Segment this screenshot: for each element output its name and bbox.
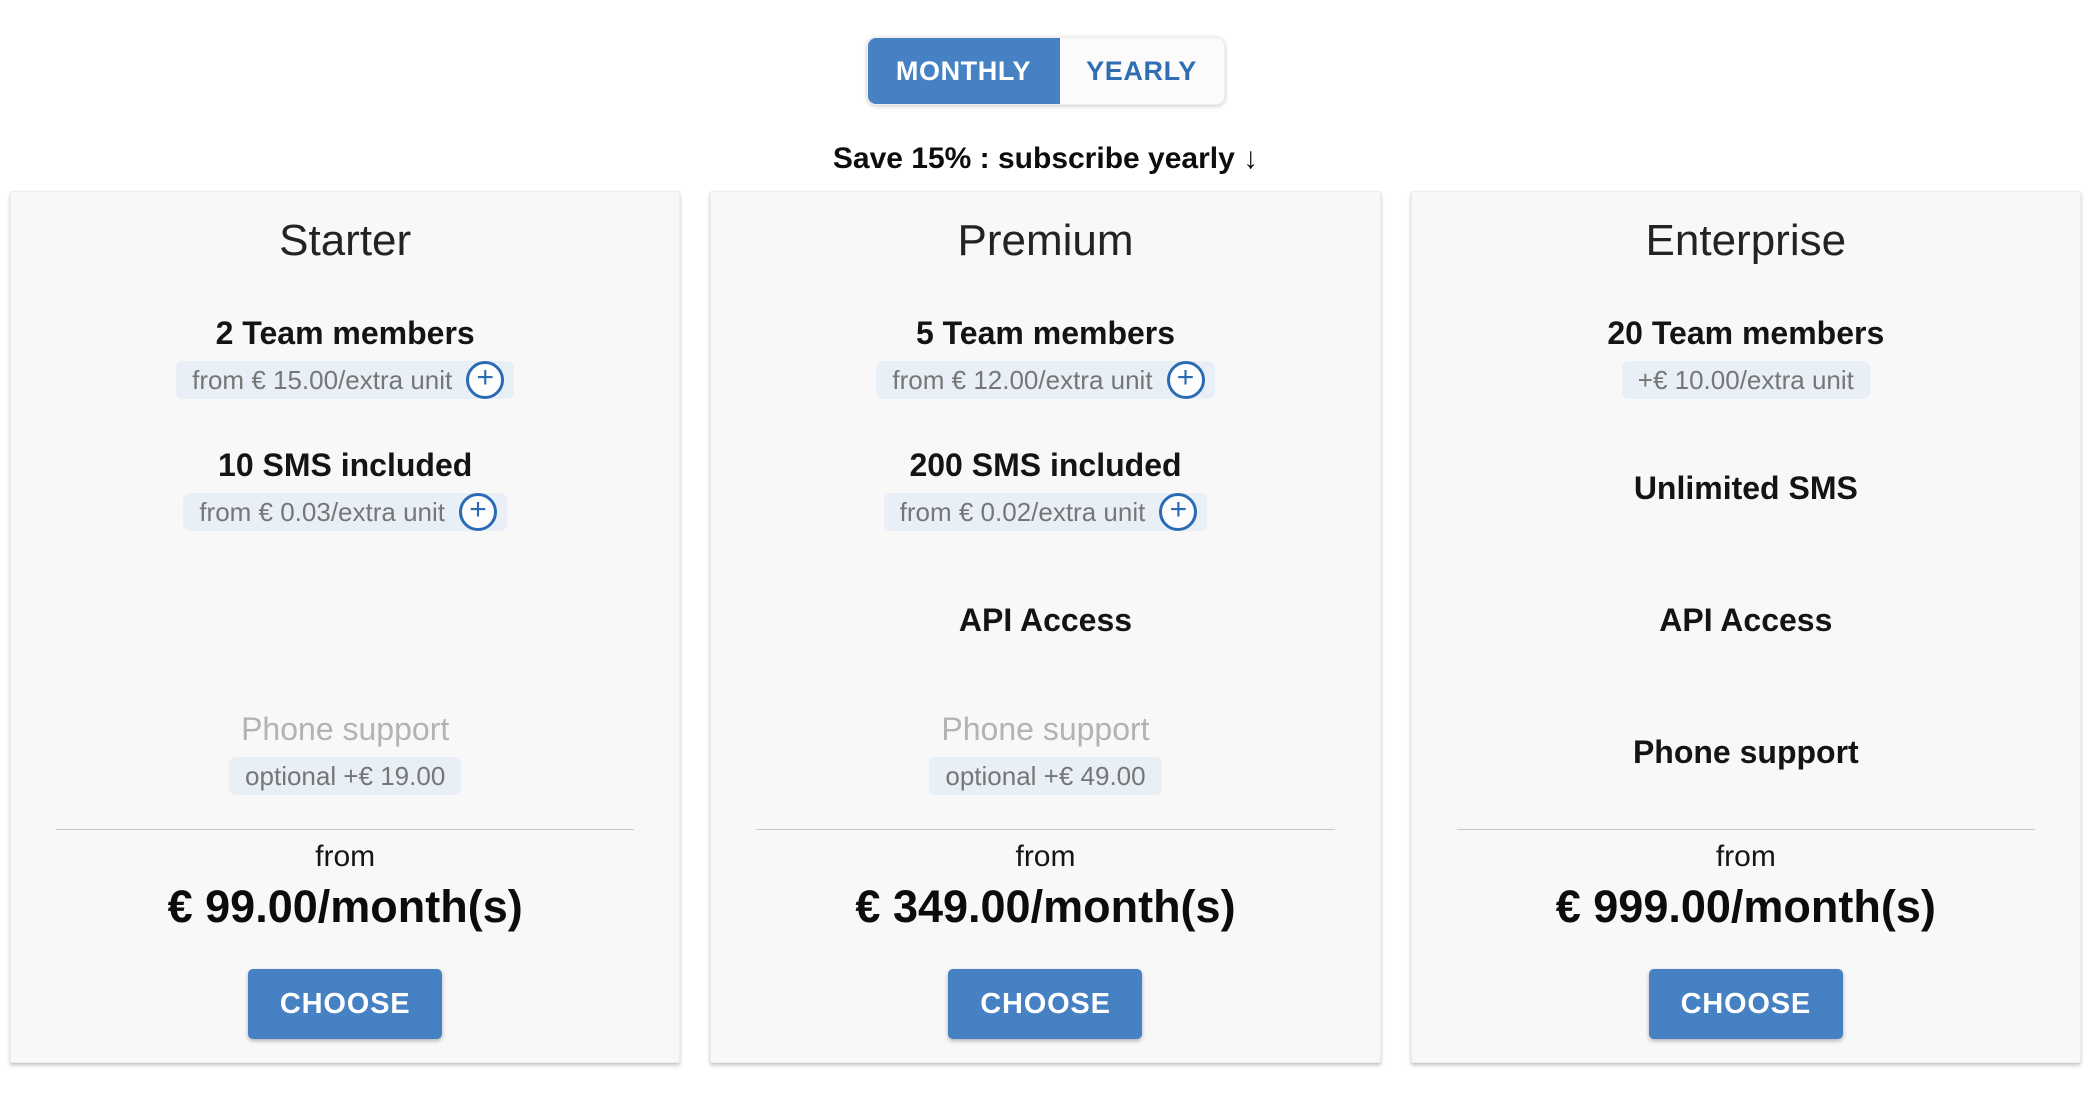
feature-note-pill: +€ 10.00/extra unit bbox=[1621, 360, 1870, 399]
feature-title: 5 Team members bbox=[915, 314, 1176, 351]
feature-phone-support: Phone support bbox=[1412, 686, 2080, 818]
feature-note-pill: optional +€ 49.00 bbox=[929, 756, 1162, 795]
plus-icon[interactable]: + bbox=[459, 492, 497, 531]
feature-title: Phone support bbox=[241, 710, 450, 747]
feature-note-pill: from € 0.03/extra unit + bbox=[183, 492, 507, 531]
feature-phone-support: Phone support optional +€ 49.00 bbox=[711, 686, 1379, 818]
choose-button[interactable]: CHOOSE bbox=[248, 969, 443, 1039]
feature-team-members: 5 Team members from € 12.00/extra unit + bbox=[711, 290, 1379, 422]
feature-title: 20 Team members bbox=[1607, 314, 1885, 351]
feature-team-members: 20 Team members +€ 10.00/extra unit bbox=[1412, 290, 2080, 422]
plan-card-premium: Premium 5 Team members from € 12.00/extr… bbox=[710, 191, 1381, 1063]
choose-button[interactable]: CHOOSE bbox=[948, 969, 1143, 1039]
plan-title: Premium bbox=[957, 216, 1134, 265]
plus-icon[interactable]: + bbox=[466, 360, 505, 399]
billing-toggle-row: MONTHLY YEARLY bbox=[0, 0, 2091, 105]
feature-note-pill: from € 0.02/extra unit + bbox=[883, 492, 1208, 531]
feature-api-access: API Access bbox=[711, 554, 1379, 686]
choose-button[interactable]: CHOOSE bbox=[1648, 969, 1843, 1039]
feature-note-pill: from € 12.00/extra unit + bbox=[876, 360, 1215, 399]
feature-title: Phone support bbox=[1632, 734, 1859, 770]
feature-note-pill: optional +€ 19.00 bbox=[229, 756, 462, 795]
feature-note: optional +€ 19.00 bbox=[245, 760, 446, 791]
feature-note: from € 0.03/extra unit bbox=[199, 496, 445, 527]
feature-note: from € 15.00/extra unit bbox=[192, 364, 453, 395]
plan-title: Enterprise bbox=[1645, 216, 1847, 265]
feature-note: from € 0.02/extra unit bbox=[899, 496, 1146, 527]
feature-note: from € 12.00/extra unit bbox=[892, 364, 1153, 395]
plan-card-starter: Starter 2 Team members from € 15.00/extr… bbox=[10, 191, 681, 1063]
plan-price: € 99.00/month(s) bbox=[167, 881, 523, 932]
feature-note: optional +€ 49.00 bbox=[945, 760, 1146, 791]
billing-toggle: MONTHLY YEARLY bbox=[866, 37, 1225, 105]
plan-price: € 349.00/month(s) bbox=[855, 881, 1236, 932]
feature-title: Phone support bbox=[941, 710, 1150, 747]
plus-icon[interactable]: + bbox=[1166, 360, 1205, 399]
feature-phone-support: Phone support optional +€ 19.00 bbox=[11, 686, 679, 818]
price-prefix: from bbox=[1015, 840, 1076, 873]
plan-card-enterprise: Enterprise 20 Team members +€ 10.00/extr… bbox=[1410, 191, 2081, 1063]
feature-slot-empty bbox=[11, 554, 679, 686]
price-divider bbox=[1456, 829, 2035, 830]
feature-note: +€ 10.00/extra unit bbox=[1637, 364, 1854, 395]
feature-title: 10 SMS included bbox=[218, 446, 473, 483]
feature-sms: Unlimited SMS bbox=[1412, 422, 2080, 554]
feature-title: API Access bbox=[1659, 602, 1833, 638]
price-divider bbox=[756, 829, 1335, 830]
feature-sms: 200 SMS included from € 0.02/extra unit … bbox=[711, 422, 1379, 554]
feature-note-pill: from € 15.00/extra unit + bbox=[176, 360, 515, 399]
feature-title: 200 SMS included bbox=[909, 446, 1182, 483]
price-prefix: from bbox=[1715, 840, 1776, 873]
price-prefix: from bbox=[315, 840, 376, 873]
toggle-monthly-button[interactable]: MONTHLY bbox=[867, 38, 1060, 104]
feature-team-members: 2 Team members from € 15.00/extra unit + bbox=[11, 290, 679, 422]
plan-title: Starter bbox=[279, 216, 412, 265]
feature-title: Unlimited SMS bbox=[1633, 470, 1858, 506]
plan-price: € 999.00/month(s) bbox=[1555, 881, 1936, 932]
price-divider bbox=[56, 829, 635, 830]
pricing-cards: Starter 2 Team members from € 15.00/extr… bbox=[0, 191, 2091, 1063]
toggle-yearly-button[interactable]: YEARLY bbox=[1060, 38, 1224, 104]
feature-api-access: API Access bbox=[1412, 554, 2080, 686]
feature-sms: 10 SMS included from € 0.03/extra unit + bbox=[11, 422, 679, 554]
promo-banner: Save 15% : subscribe yearly ↓ bbox=[832, 142, 1259, 175]
feature-title: API Access bbox=[958, 602, 1133, 638]
feature-title: 2 Team members bbox=[215, 314, 475, 351]
plus-icon[interactable]: + bbox=[1159, 492, 1198, 531]
